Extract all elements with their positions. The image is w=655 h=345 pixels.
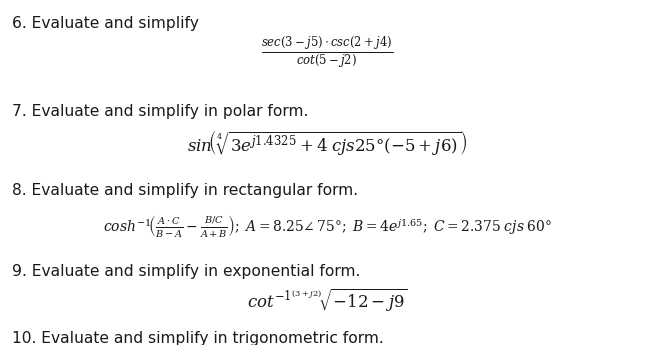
Text: 9. Evaluate and simplify in exponential form.: 9. Evaluate and simplify in exponential … — [12, 264, 360, 279]
Text: $\mathit{cot}^{-1^{(3+j2)}}\!\sqrt{-12-j9}$: $\mathit{cot}^{-1^{(3+j2)}}\!\sqrt{-12-j… — [247, 287, 408, 314]
Text: $\frac{\mathit{sec}(3-j5)\cdot \mathit{csc}(2+j4)}{\mathit{cot}(5-j2)}$: $\frac{\mathit{sec}(3-j5)\cdot \mathit{c… — [261, 36, 394, 71]
Text: $\mathit{cosh}^{-1}\!\left(\frac{A\cdot C}{B-A}-\frac{B/C}{A+B}\right);\;A=8.25\: $\mathit{cosh}^{-1}\!\left(\frac{A\cdot … — [103, 213, 552, 239]
Text: 10. Evaluate and simplify in trigonometric form.: 10. Evaluate and simplify in trigonometr… — [12, 331, 384, 345]
Text: 6. Evaluate and simplify: 6. Evaluate and simplify — [12, 16, 198, 30]
Text: $\mathit{sin}\!\left(\sqrt[4]{3e^{j1.4325}+4\;\mathit{cjs}25°(-5+j6)}\right)$: $\mathit{sin}\!\left(\sqrt[4]{3e^{j1.432… — [187, 128, 468, 158]
Text: 7. Evaluate and simplify in polar form.: 7. Evaluate and simplify in polar form. — [12, 104, 308, 118]
Text: 8. Evaluate and simplify in rectangular form.: 8. Evaluate and simplify in rectangular … — [12, 183, 358, 198]
